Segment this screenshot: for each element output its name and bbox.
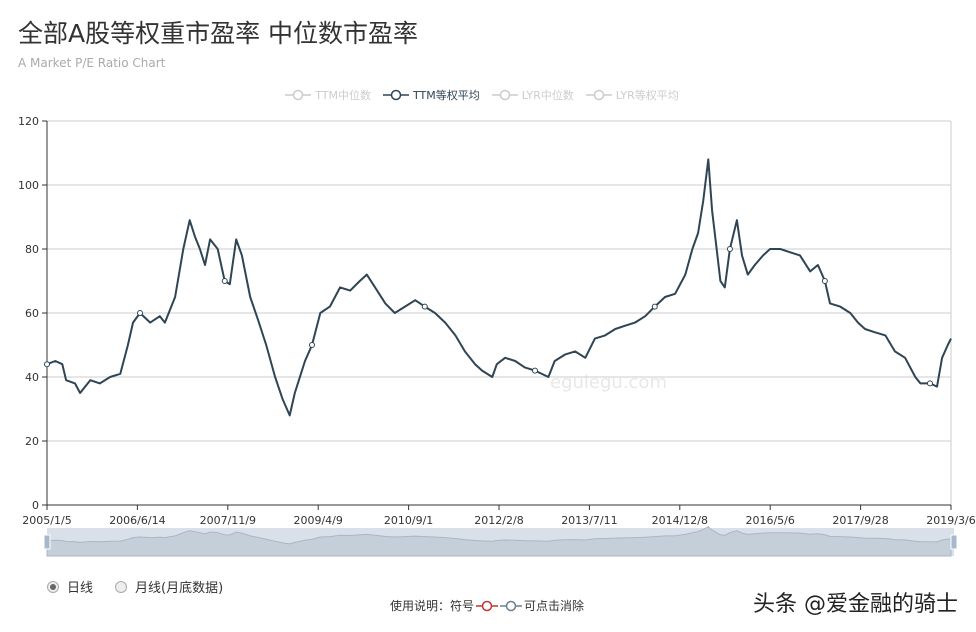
data-point xyxy=(726,246,733,252)
legend-label: TTM等权平均 xyxy=(412,89,480,102)
legend-line-circle-icon xyxy=(585,89,612,101)
x-tick-label: 2019/3/6 xyxy=(926,514,975,527)
y-tick-label: 40 xyxy=(25,371,39,384)
radio-monthly[interactable]: 月线(月底数据) xyxy=(115,577,223,596)
x-tick-label: 2009/4/9 xyxy=(293,514,342,527)
y-tick-label: 0 xyxy=(32,499,39,512)
legend-ttm-median[interactable]: TTM中位数 xyxy=(285,87,371,103)
series-line-ttm-equal-avg xyxy=(46,158,952,417)
x-tick-label: 2007/11/9 xyxy=(200,514,256,527)
x-tick-label: 2014/12/8 xyxy=(652,514,708,527)
data-point xyxy=(421,303,428,310)
y-tick-label: 100 xyxy=(18,179,39,192)
data-point xyxy=(926,380,933,387)
author-watermark: 头条 @爱金融的骑士 xyxy=(753,592,958,617)
data-point xyxy=(137,310,144,316)
radio-daily[interactable]: 日线 xyxy=(47,577,93,596)
data-point xyxy=(44,361,50,368)
legend-line-circle-icon xyxy=(285,89,312,101)
y-tick-label: 20 xyxy=(25,435,39,448)
chart-title: 全部A股等权重市盈率 中位数市盈率 xyxy=(18,19,419,48)
y-tick-label: 80 xyxy=(25,243,39,256)
legend-label: TTM中位数 xyxy=(315,89,371,102)
datazoom-handle-left[interactable] xyxy=(43,534,51,550)
radio-label: 日线 xyxy=(67,581,94,596)
legend-lyr-equal-avg[interactable]: LYR等权平均 xyxy=(585,87,679,103)
line-chart: 0 20 40 60 80 100 120 2005/1/5 2006/6/14 2007/11/… xyxy=(18,115,976,557)
chart-subtitle: A Market P/E Ratio Chart xyxy=(18,56,166,70)
y-tick-label: 60 xyxy=(25,307,39,320)
x-tick-label: 2005/1/5 xyxy=(22,514,71,527)
data-point xyxy=(821,278,828,284)
note-suffix: 可点击消除 xyxy=(524,599,585,613)
legend-label: LYR中位数 xyxy=(521,89,574,102)
datazoom-handle-right[interactable] xyxy=(950,534,958,550)
legend-line-circle-icon xyxy=(382,89,409,101)
radio-dot[interactable] xyxy=(47,580,59,593)
data-point xyxy=(309,342,316,348)
x-tick-label: 2012/2/8 xyxy=(474,514,523,527)
x-tick-label: 2010/9/1 xyxy=(384,514,433,527)
legend-line-circle-icon xyxy=(491,89,518,101)
data-point xyxy=(651,303,658,310)
legend: TTM中位数 TTM等权平均 LYR中位数 LYR等权平均 xyxy=(0,87,970,103)
x-tick-label: 2017/9/28 xyxy=(832,514,888,527)
legend-ttm-equal-avg[interactable]: TTM等权平均 xyxy=(382,87,480,103)
radio-dot[interactable] xyxy=(115,580,127,593)
x-tick-label: 2016/5/6 xyxy=(745,514,794,527)
legend-lyr-median[interactable]: LYR中位数 xyxy=(491,87,574,103)
gray-circle-symbol-icon xyxy=(500,600,523,611)
data-point xyxy=(531,367,538,374)
usage-note: 使用说明：符号 可点击消除 xyxy=(390,597,584,614)
legend-label: LYR等权平均 xyxy=(615,89,679,102)
y-tick-label: 120 xyxy=(18,115,39,128)
radio-label: 月线(月底数据) xyxy=(135,581,224,596)
data-point xyxy=(221,278,228,284)
red-circle-symbol-icon xyxy=(476,600,499,611)
x-tick-label: 2006/6/14 xyxy=(109,514,165,527)
datazoom-preview-area xyxy=(46,525,952,557)
note-prefix: 使用说明：符号 xyxy=(390,599,475,613)
x-tick-label: 2013/7/11 xyxy=(561,514,617,527)
